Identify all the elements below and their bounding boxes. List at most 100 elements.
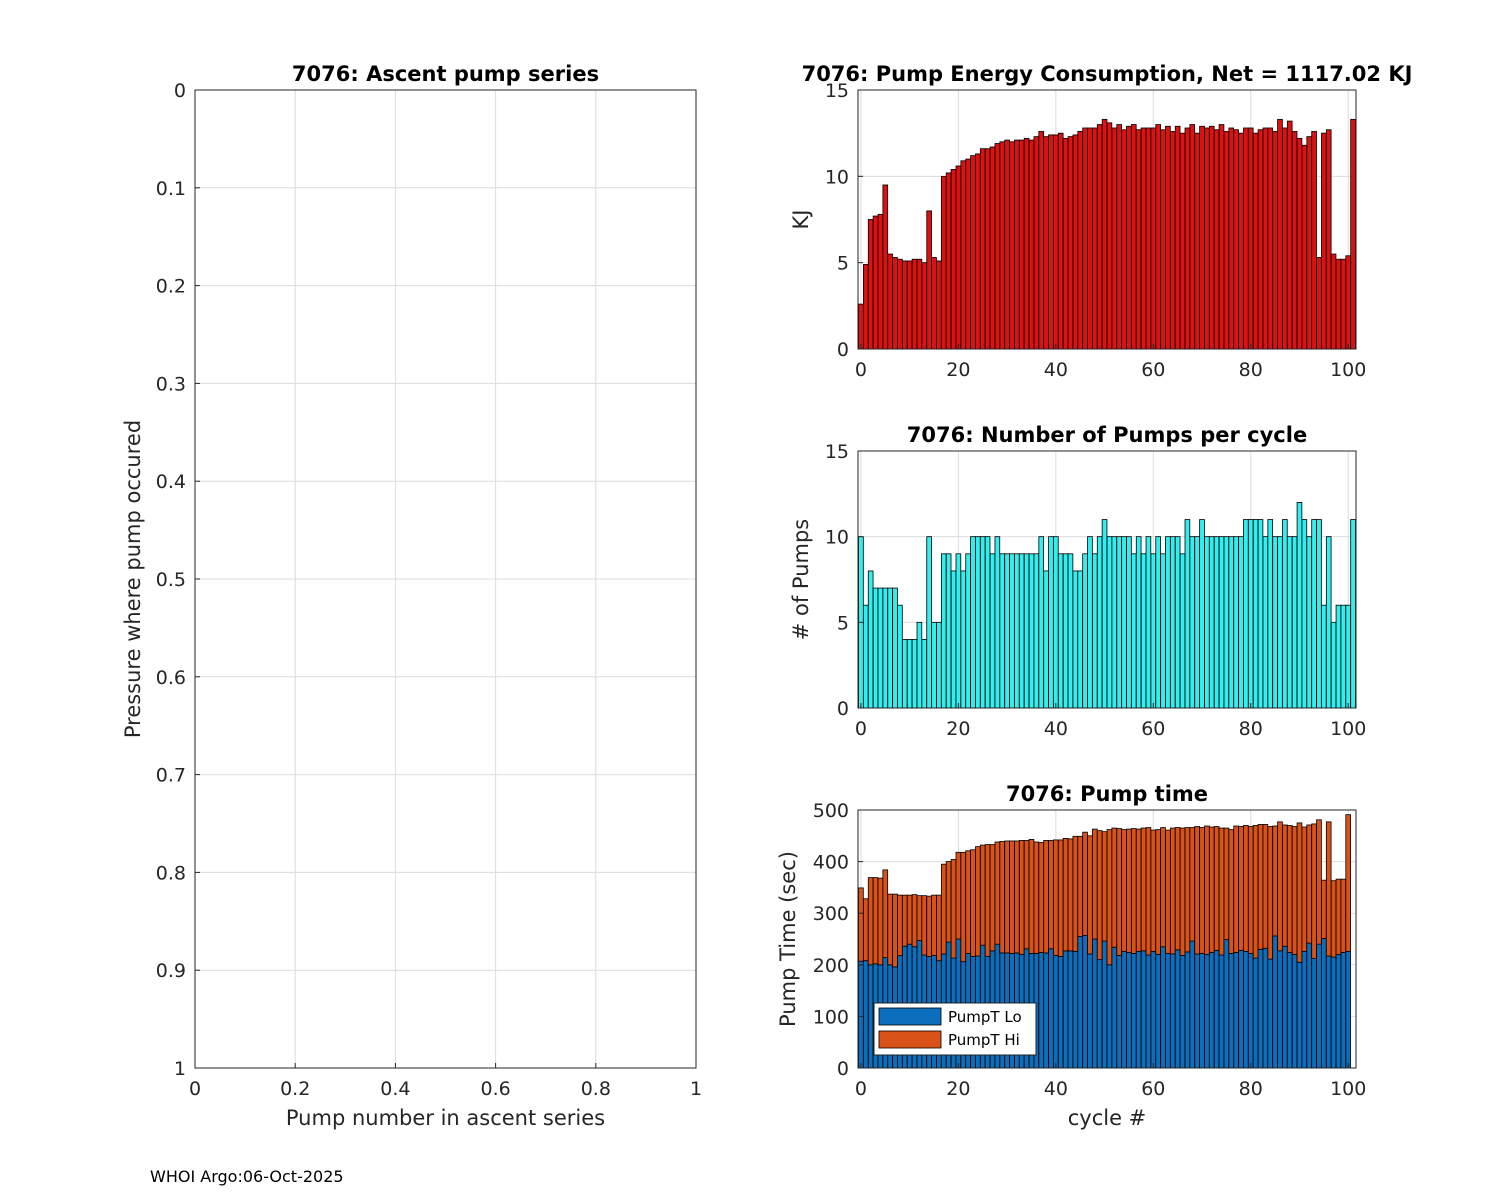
bar — [1145, 536, 1152, 709]
bar-pumpt-hi — [1111, 827, 1118, 948]
y-tick-label: 0 — [837, 1058, 849, 1080]
legend-swatch — [878, 1007, 942, 1026]
bar-pumpt-lo — [1267, 958, 1274, 1069]
bar-pumpt-hi — [1038, 842, 1045, 953]
bar-pumpt-hi — [1033, 841, 1040, 954]
bar-pumpt-hi — [989, 844, 996, 952]
y-tick-label: 0.3 — [156, 373, 186, 395]
bar — [1238, 536, 1244, 709]
bar — [1204, 127, 1210, 350]
bar — [1257, 129, 1264, 350]
bar-pumpt-hi — [872, 877, 879, 965]
bar — [1150, 127, 1157, 350]
bar — [1160, 553, 1166, 709]
bar-pumpt-hi — [1213, 826, 1220, 951]
bar — [1238, 132, 1244, 350]
bar — [1306, 536, 1313, 709]
bar-pumpt-hi — [1189, 827, 1196, 942]
bar — [1213, 536, 1220, 709]
y-axis-label: Pump Time (sec) — [776, 851, 800, 1027]
bar-pumpt-hi — [1194, 826, 1200, 955]
bar-pumpt-lo — [1277, 950, 1283, 1069]
bar — [975, 536, 981, 709]
bar-pumpt-hi — [1262, 824, 1269, 949]
bar-pumpt-lo — [1330, 956, 1337, 1069]
bar-pumpt-lo — [1072, 950, 1079, 1069]
y-tick-label: 0.1 — [156, 178, 186, 200]
bar-pumpt-hi — [984, 844, 991, 957]
bar — [1087, 127, 1093, 350]
bar-pumpt-hi — [1247, 826, 1254, 954]
bar-pumpt-lo — [1082, 934, 1088, 1069]
bar — [979, 148, 986, 350]
bar-pumpt-hi — [1096, 830, 1103, 961]
bar — [1252, 132, 1259, 350]
bar — [1140, 127, 1147, 350]
x-tick-label: 60 — [1141, 359, 1165, 381]
bar — [1116, 536, 1122, 709]
bar — [1286, 536, 1293, 709]
bar-pumpt-hi — [1257, 824, 1264, 950]
y-tick-label: 0.2 — [156, 276, 186, 298]
bar — [1165, 536, 1171, 709]
bar — [1014, 553, 1020, 709]
bar — [858, 303, 864, 350]
bar — [1023, 137, 1030, 350]
bar — [1194, 536, 1200, 709]
bar-pumpt-hi — [1067, 838, 1074, 952]
y-tick-label: 1 — [174, 1058, 186, 1080]
bar — [994, 143, 1001, 350]
y-tick-label: 10 — [825, 166, 849, 188]
y-tick-label: 15 — [825, 441, 849, 463]
bar — [1316, 257, 1322, 350]
axes-box — [857, 450, 1357, 709]
y-tick-label: 500 — [813, 800, 849, 822]
bar — [1325, 536, 1332, 709]
x-tick-label: 40 — [1044, 1078, 1068, 1100]
bar — [955, 553, 962, 709]
bar-pumpt-hi — [1340, 878, 1347, 953]
bar-pumpt-lo — [1155, 954, 1161, 1069]
bar-pumpt-hi — [936, 894, 942, 962]
bar — [1169, 536, 1176, 709]
bar — [1106, 536, 1113, 709]
bar-pumpt-hi — [1223, 827, 1230, 940]
bar — [887, 253, 893, 350]
bar — [877, 587, 884, 709]
bar-pumpt-lo — [1165, 953, 1171, 1069]
bar — [1296, 137, 1303, 350]
bar — [1252, 519, 1259, 709]
chart-title: 7076: Pump Energy Consumption, Net = 111… — [802, 62, 1413, 86]
bar-pumpt-lo — [1262, 947, 1269, 1069]
bar — [897, 604, 903, 709]
bar — [877, 213, 884, 350]
bar-pumpt-hi — [1208, 826, 1215, 953]
bar — [984, 148, 991, 350]
bar — [1282, 127, 1288, 350]
bar-pumpt-hi — [901, 894, 908, 947]
x-tick-label: 20 — [946, 718, 970, 740]
bar — [1126, 125, 1132, 350]
x-tick-label: 0 — [189, 1078, 201, 1100]
bar-pumpt-hi — [1155, 829, 1161, 955]
bar-pumpt-hi — [1131, 828, 1137, 954]
bar-pumpt-lo — [1199, 953, 1205, 1069]
x-tick-label: 40 — [1044, 718, 1068, 740]
bar — [1272, 536, 1278, 709]
x-tick-label: 0 — [855, 359, 867, 381]
bar — [1135, 536, 1142, 709]
bar — [1350, 118, 1356, 350]
bar-pumpt-lo — [1345, 950, 1351, 1069]
bar — [1023, 553, 1030, 709]
bar-pumpt-lo — [1053, 955, 1059, 1069]
bar-pumpt-hi — [1018, 840, 1025, 955]
bar — [1286, 120, 1293, 350]
bar-pumpt-hi — [1199, 827, 1205, 954]
bar — [1345, 604, 1351, 709]
bar-pumpt-lo — [1316, 943, 1322, 1069]
bar — [1243, 519, 1249, 709]
bar-pumpt-hi — [1160, 827, 1166, 948]
bar-pumpt-lo — [1174, 949, 1181, 1069]
bar — [1111, 536, 1118, 709]
